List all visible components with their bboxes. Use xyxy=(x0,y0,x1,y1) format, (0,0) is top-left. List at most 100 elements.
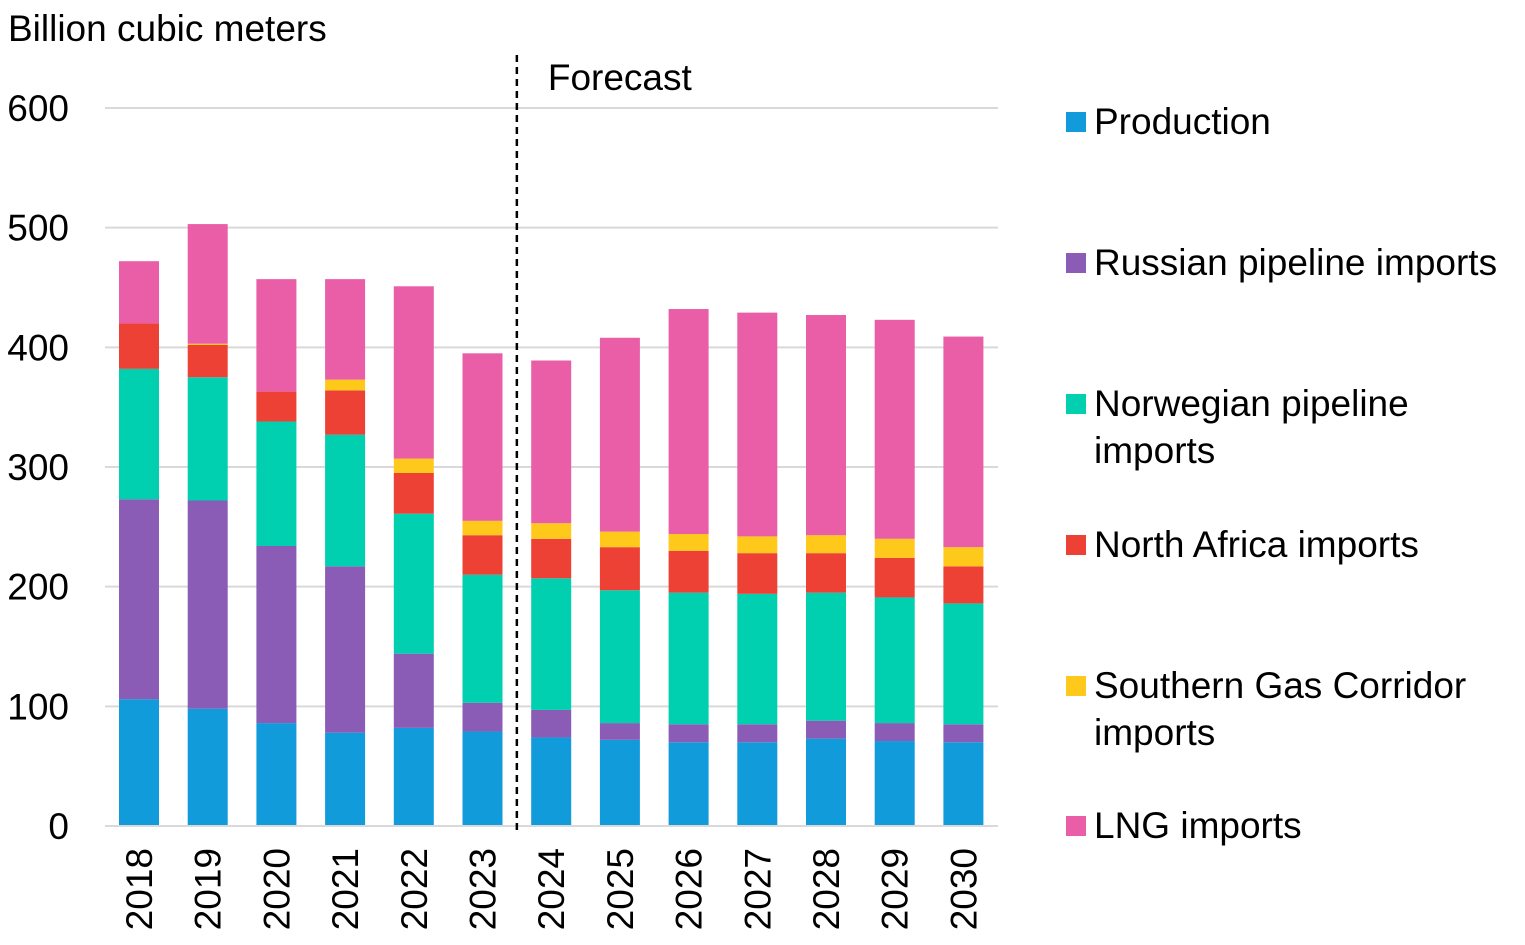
bar-segment-2029-1 xyxy=(874,723,915,742)
bar-segment-2020-0 xyxy=(256,723,297,826)
x-tick-label-2019: 2019 xyxy=(188,848,229,930)
legend-item-norwegian-pipeline: Norwegian pipeline imports xyxy=(1066,380,1519,474)
legend-swatch-north-africa xyxy=(1066,535,1086,555)
bar-segment-2029-2 xyxy=(874,597,915,724)
bar-segment-2027-4 xyxy=(737,536,778,554)
bar-segment-2028-4 xyxy=(806,535,846,554)
bar-segment-2023-5 xyxy=(462,353,503,521)
bar-segment-2024-2 xyxy=(531,578,572,710)
bar-segment-2029-0 xyxy=(874,741,915,826)
bar-segment-2022-5 xyxy=(393,286,434,459)
legend-item-southern-gas-corridor: Southern Gas Corridor imports xyxy=(1066,662,1519,756)
bar-segment-2020-5 xyxy=(256,279,297,392)
y-tick-label-0: 0 xyxy=(48,806,69,847)
bar-segment-2030-5 xyxy=(943,336,984,548)
bar-segment-2023-3 xyxy=(462,535,503,575)
bar-segment-2025-1 xyxy=(599,723,640,740)
bar-segment-2020-2 xyxy=(256,421,297,546)
bar-segment-2029-5 xyxy=(874,319,915,539)
bar-segment-2021-1 xyxy=(325,566,366,733)
bar-segment-2027-1 xyxy=(737,724,778,743)
legend-label-production: Production xyxy=(1094,101,1271,142)
legend-item-production: Production xyxy=(1066,98,1519,145)
bar-segment-2029-4 xyxy=(874,538,915,558)
bar-segment-2028-1 xyxy=(806,720,846,739)
bar-segment-2018-3 xyxy=(119,323,159,369)
bar-segment-2024-1 xyxy=(531,709,572,738)
bar-segment-2024-0 xyxy=(531,737,572,826)
bar-segment-2024-4 xyxy=(531,523,572,539)
legend-label-lng: LNG imports xyxy=(1094,805,1302,846)
bar-segment-2022-4 xyxy=(393,458,434,473)
y-axis-title: Billion cubic meters xyxy=(8,8,327,49)
y-tick-label-100: 100 xyxy=(7,686,69,727)
bar-segment-2022-1 xyxy=(393,653,434,728)
bar-segment-2021-3 xyxy=(325,390,366,435)
x-tick-label-2024: 2024 xyxy=(531,848,572,930)
bar-segment-2022-0 xyxy=(393,727,434,826)
bar-segment-2019-1 xyxy=(187,500,228,709)
legend-swatch-russian-pipeline xyxy=(1066,253,1086,273)
bar-segment-2028-3 xyxy=(806,553,846,593)
legend-swatch-lng xyxy=(1066,816,1086,836)
y-tick-label-400: 400 xyxy=(7,327,69,368)
y-tick-label-500: 500 xyxy=(7,208,69,249)
y-tick-label-600: 600 xyxy=(7,88,69,129)
bar-segment-2025-4 xyxy=(599,531,640,548)
bar-segment-2023-2 xyxy=(462,574,503,703)
forecast-label: Forecast xyxy=(548,57,693,98)
bar-segment-2028-5 xyxy=(806,315,846,536)
legend: Production Russian pipeline imports Norw… xyxy=(1066,0,1525,945)
y-tick-label-300: 300 xyxy=(7,447,69,488)
bar-segment-2028-2 xyxy=(806,592,846,721)
bar-segment-2019-5 xyxy=(187,224,228,344)
axes: 0 100 200 300 400 500 600 2018 2019 2020 2021 2022 2… xyxy=(7,88,998,930)
bar-segment-2028-0 xyxy=(806,738,846,826)
bar-segment-2025-5 xyxy=(599,337,640,532)
bar-segment-2027-3 xyxy=(737,553,778,594)
bar-segment-2026-3 xyxy=(668,550,709,593)
y-tick-label-200: 200 xyxy=(7,567,69,608)
bar-segment-2026-4 xyxy=(668,534,709,551)
bar-segment-2030-3 xyxy=(943,566,984,604)
bar-segment-2025-3 xyxy=(599,547,640,591)
bar-segment-2030-4 xyxy=(943,547,984,567)
bar-segment-2021-4 xyxy=(325,379,366,391)
x-tick-label-2021: 2021 xyxy=(325,848,366,930)
forecast-annotation: Forecast xyxy=(515,55,693,830)
legend-swatch-production xyxy=(1066,112,1086,132)
bar-segment-2019-2 xyxy=(187,377,228,501)
legend-swatch-norwegian-pipeline xyxy=(1066,394,1086,414)
bar-segment-2021-2 xyxy=(325,434,366,567)
legend-item-north-africa: North Africa imports xyxy=(1066,521,1519,568)
bar-segment-2019-0 xyxy=(187,708,228,826)
bar-segment-2026-1 xyxy=(668,724,709,743)
bar-segment-2020-1 xyxy=(256,545,297,724)
x-tick-label-2028: 2028 xyxy=(806,848,847,930)
legend-label-north-africa: North Africa imports xyxy=(1094,524,1419,565)
x-tick-label-2018: 2018 xyxy=(119,848,160,930)
bar-segment-2027-0 xyxy=(737,742,778,826)
bar-segment-2022-3 xyxy=(393,472,434,514)
bars xyxy=(119,224,984,826)
bar-segment-2027-2 xyxy=(737,593,778,725)
legend-item-russian-pipeline: Russian pipeline imports xyxy=(1066,239,1519,286)
x-tick-label-2030: 2030 xyxy=(943,848,984,930)
legend-label-russian-pipeline: Russian pipeline imports xyxy=(1094,242,1498,283)
bar-segment-2018-5 xyxy=(119,261,159,324)
x-tick-label-2027: 2027 xyxy=(737,848,778,930)
bar-segment-2024-3 xyxy=(531,538,572,579)
bar-segment-2018-2 xyxy=(119,368,159,500)
bar-segment-2019-4 xyxy=(187,343,228,345)
bar-segment-2029-3 xyxy=(874,557,915,598)
bar-segment-2019-3 xyxy=(187,344,228,378)
bar-segment-2026-5 xyxy=(668,309,709,535)
legend-label-southern-gas-corridor: Southern Gas Corridor imports xyxy=(1094,665,1467,753)
legend-swatch-southern-gas-corridor xyxy=(1066,676,1086,696)
bar-segment-2018-0 xyxy=(119,699,159,826)
x-tick-label-2026: 2026 xyxy=(669,848,710,930)
bar-segment-2023-1 xyxy=(462,702,503,732)
x-tick-label-2025: 2025 xyxy=(600,848,641,930)
bar-segment-2025-0 xyxy=(599,739,640,826)
